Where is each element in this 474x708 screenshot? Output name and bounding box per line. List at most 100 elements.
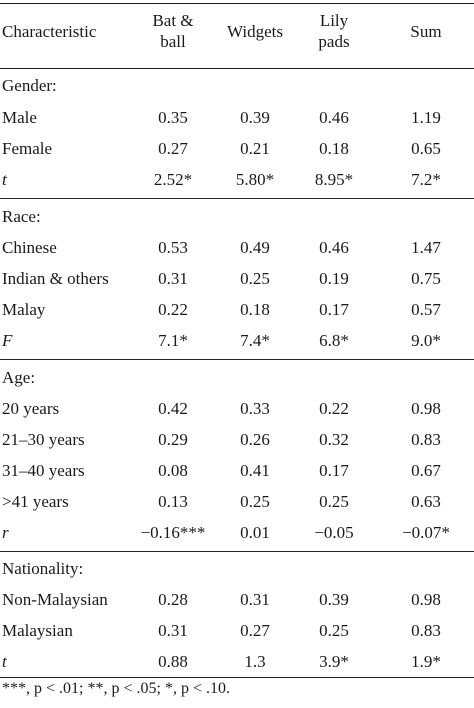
cell-bat-and-ball: 0.08: [158, 461, 188, 480]
cell-sum: 0.98: [411, 399, 441, 418]
cell-bat-and-ball: 0.35: [158, 108, 188, 127]
cell-widgets: 0.31: [240, 590, 270, 609]
cell-sum: −0.07*: [402, 523, 450, 542]
cell-sum: 0.75: [411, 269, 441, 288]
cell-sum: 1.9*: [411, 652, 441, 671]
cell-lily-pads: −0.05: [314, 523, 354, 542]
cell-widgets: 0.21: [240, 139, 270, 158]
cell-bat-and-ball: 2.52*: [153, 170, 193, 189]
cell-widgets: 0.26: [240, 430, 270, 449]
bottom-rule: [0, 677, 474, 678]
cell-widgets: 1.3: [244, 652, 266, 671]
cell-bat-and-ball: 7.1*: [158, 331, 188, 350]
cell-bat-and-ball: 0.13: [158, 492, 188, 511]
section-rule: [0, 551, 474, 552]
cell-widgets: 0.27: [240, 621, 270, 640]
top-rule: [0, 3, 474, 4]
section-title: Age:: [2, 368, 36, 387]
section-title-gender: Gender:: [0, 70, 474, 102]
cell-sum: 0.83: [411, 621, 441, 640]
row-label: Malay: [2, 300, 46, 319]
row-label: Malaysian: [2, 621, 73, 640]
cell-bat-and-ball: 0.31: [158, 269, 188, 288]
header-sum: Sum: [410, 22, 442, 41]
header-bat-and-ball-line1: Bat &: [152, 11, 194, 30]
header-lily-pads-line2: pads: [318, 32, 350, 51]
cell-bat-and-ball: −0.16***: [140, 523, 206, 542]
cell-sum: 0.65: [411, 139, 441, 158]
row-label: Non-Malaysian: [2, 590, 108, 609]
header-lily-pads: Lily pads: [292, 10, 376, 54]
cell-sum: 1.47: [411, 238, 441, 257]
cell-widgets: 7.4*: [240, 331, 270, 350]
section-title-race: Race:: [0, 201, 474, 233]
table-row: 31–40 years 0.08 0.41 0.17 0.67: [0, 455, 474, 487]
cell-widgets: 0.33: [240, 399, 270, 418]
cell-bat-and-ball: 0.31: [158, 621, 188, 640]
row-label: 21–30 years: [2, 430, 85, 449]
table-row: Non-Malaysian 0.28 0.31 0.39 0.98: [0, 584, 474, 616]
table-row: t 2.52* 5.80* 8.95* 7.2*: [0, 164, 474, 196]
section-title: Gender:: [2, 76, 57, 95]
cell-lily-pads: 0.17: [319, 300, 349, 319]
cell-bat-and-ball: 0.22: [158, 300, 188, 319]
cell-widgets: 0.25: [240, 269, 270, 288]
section-rule: [0, 198, 474, 199]
table-row: Female 0.27 0.21 0.18 0.65: [0, 133, 474, 165]
cell-sum: 1.19: [411, 108, 441, 127]
section-title: Race:: [2, 207, 41, 226]
cell-widgets: 0.18: [240, 300, 270, 319]
header-bat-and-ball-line2: ball: [160, 32, 186, 51]
table-row: Malay 0.22 0.18 0.17 0.57: [0, 294, 474, 326]
cell-lily-pads: 3.9*: [319, 652, 349, 671]
cell-lily-pads: 0.39: [319, 590, 349, 609]
cell-sum: 0.98: [411, 590, 441, 609]
row-label: t: [2, 170, 7, 189]
header-widgets: Widgets: [227, 22, 283, 41]
row-label: Male: [2, 108, 37, 127]
row-label: Chinese: [2, 238, 57, 257]
row-label: F: [2, 331, 13, 350]
header-characteristic: Characteristic: [2, 22, 97, 41]
cell-sum: 9.0*: [411, 331, 441, 350]
significance-footnote: ***, p < .01; **, p < .05; *, p < .10.: [2, 680, 230, 697]
cell-widgets: 0.25: [240, 492, 270, 511]
table-row: Malaysian 0.31 0.27 0.25 0.83: [0, 615, 474, 647]
table-row: Indian & others 0.31 0.25 0.19 0.75: [0, 263, 474, 295]
row-label: 20 years: [2, 399, 60, 418]
cell-bat-and-ball: 0.53: [158, 238, 188, 257]
cell-widgets: 0.39: [240, 108, 270, 127]
cell-bat-and-ball: 0.28: [158, 590, 188, 609]
cell-widgets: 0.49: [240, 238, 270, 257]
row-label: 31–40 years: [2, 461, 85, 480]
table-row: Male 0.35 0.39 0.46 1.19: [0, 102, 474, 134]
cell-widgets: 0.41: [240, 461, 270, 480]
cell-lily-pads: 0.17: [319, 461, 349, 480]
cell-lily-pads: 0.32: [319, 430, 349, 449]
cell-widgets: 5.80*: [235, 170, 275, 189]
table-row: >41 years 0.13 0.25 0.25 0.63: [0, 486, 474, 518]
cell-lily-pads: 0.46: [319, 238, 349, 257]
cell-sum: 0.63: [411, 492, 441, 511]
table-row: Chinese 0.53 0.49 0.46 1.47: [0, 232, 474, 264]
cell-lily-pads: 8.95*: [314, 170, 354, 189]
cell-bat-and-ball: 0.27: [158, 139, 188, 158]
section-title-age: Age:: [0, 362, 474, 394]
table-row: 20 years 0.42 0.33 0.22 0.98: [0, 393, 474, 425]
header-bat-and-ball: Bat & ball: [128, 10, 218, 54]
cell-lily-pads: 0.46: [319, 108, 349, 127]
header-row: Characteristic Bat & ball Widgets Lily p…: [0, 0, 474, 64]
cell-sum: 7.2*: [411, 170, 441, 189]
table-row: t 0.88 1.3 3.9* 1.9*: [0, 646, 474, 678]
cell-lily-pads: 0.19: [319, 269, 349, 288]
section-title: Nationality:: [2, 559, 84, 578]
table-row: r −0.16*** 0.01 −0.05 −0.07*: [0, 517, 474, 549]
row-label: Female: [2, 139, 53, 158]
header-rule: [0, 68, 474, 69]
row-label: r: [2, 523, 9, 542]
row-label: Indian & others: [2, 269, 109, 288]
cell-sum: 0.67: [411, 461, 441, 480]
table-row: 21–30 years 0.29 0.26 0.32 0.83: [0, 424, 474, 456]
cell-lily-pads: 6.8*: [319, 331, 349, 350]
section-rule: [0, 359, 474, 360]
